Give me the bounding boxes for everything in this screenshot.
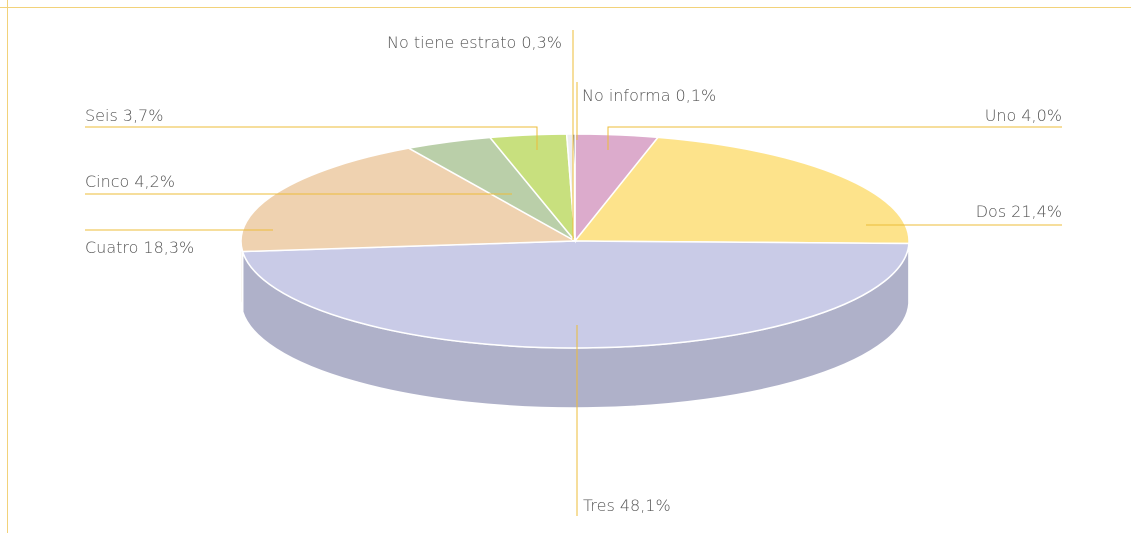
- value-label: 0,1%: [676, 86, 717, 105]
- slice-label: Uno 4,0%: [985, 106, 1062, 125]
- category-label: Tres: [583, 496, 615, 515]
- slice-label: Cinco 4,2%: [85, 172, 175, 191]
- category-label: Uno: [985, 106, 1017, 125]
- slice-label: Dos 21,4%: [976, 202, 1062, 221]
- slice: [241, 240, 910, 349]
- slice-label: Cuatro 18,3%: [85, 238, 194, 257]
- category-label: No tiene estrato: [387, 33, 516, 52]
- value-label: 18,3%: [143, 238, 194, 257]
- value-label: 4,2%: [134, 172, 175, 191]
- leader-line: [607, 126, 1062, 150]
- slice: [240, 147, 578, 253]
- category-label: Seis: [85, 106, 118, 125]
- category-label: No informa: [582, 86, 671, 105]
- value-label: 4,0%: [1021, 106, 1062, 125]
- value-label: 0,3%: [521, 33, 562, 52]
- category-label: Cuatro: [85, 238, 138, 257]
- leader-line: [85, 126, 538, 150]
- category-label: Cinco: [85, 172, 129, 191]
- slice-label: No tiene estrato 0,3%: [387, 33, 562, 52]
- value-label: 48,1%: [620, 496, 671, 515]
- slice: [573, 136, 910, 245]
- category-label: Dos: [976, 202, 1006, 221]
- slice-label: Seis 3,7%: [85, 106, 163, 125]
- slice-label: Tres 48,1%: [583, 496, 671, 515]
- slice-label: No informa 0,1%: [582, 86, 716, 105]
- value-label: 21,4%: [1011, 202, 1062, 221]
- value-label: 3,7%: [123, 106, 164, 125]
